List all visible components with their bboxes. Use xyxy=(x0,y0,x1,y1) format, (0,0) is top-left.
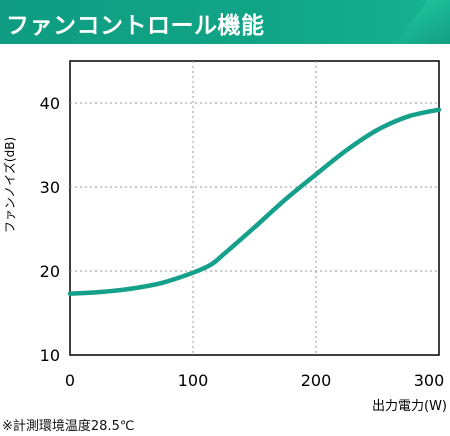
header-banner: ファンコントロール機能 xyxy=(0,0,450,44)
y-tick-label-20: 20 xyxy=(40,262,60,281)
x-tick-label-300: 300 xyxy=(414,371,445,390)
grid-lines xyxy=(70,61,439,355)
x-tick-labels: 0 100 200 300 xyxy=(65,371,444,390)
x-tick-label-100: 100 xyxy=(178,371,209,390)
series-line-0 xyxy=(67,107,442,296)
x-axis-label: 出力電力(W) xyxy=(372,399,447,414)
y-tick-label-30: 30 xyxy=(40,178,60,197)
y-tick-labels: 10 20 30 40 xyxy=(40,94,60,365)
y-axis-label: ファンノイズ(dB) xyxy=(2,137,17,233)
header-background xyxy=(0,0,450,44)
series-layer xyxy=(67,107,442,296)
x-tick-label-200: 200 xyxy=(301,371,332,390)
y-tick-label-40: 40 xyxy=(40,94,60,113)
footnote: ※計測環境温度28.5℃ xyxy=(2,419,135,434)
y-tick-label-10: 10 xyxy=(40,346,60,365)
x-tick-label-0: 0 xyxy=(65,371,75,390)
plot-frame xyxy=(69,60,440,356)
page-title: ファンコントロール機能 xyxy=(6,13,265,39)
